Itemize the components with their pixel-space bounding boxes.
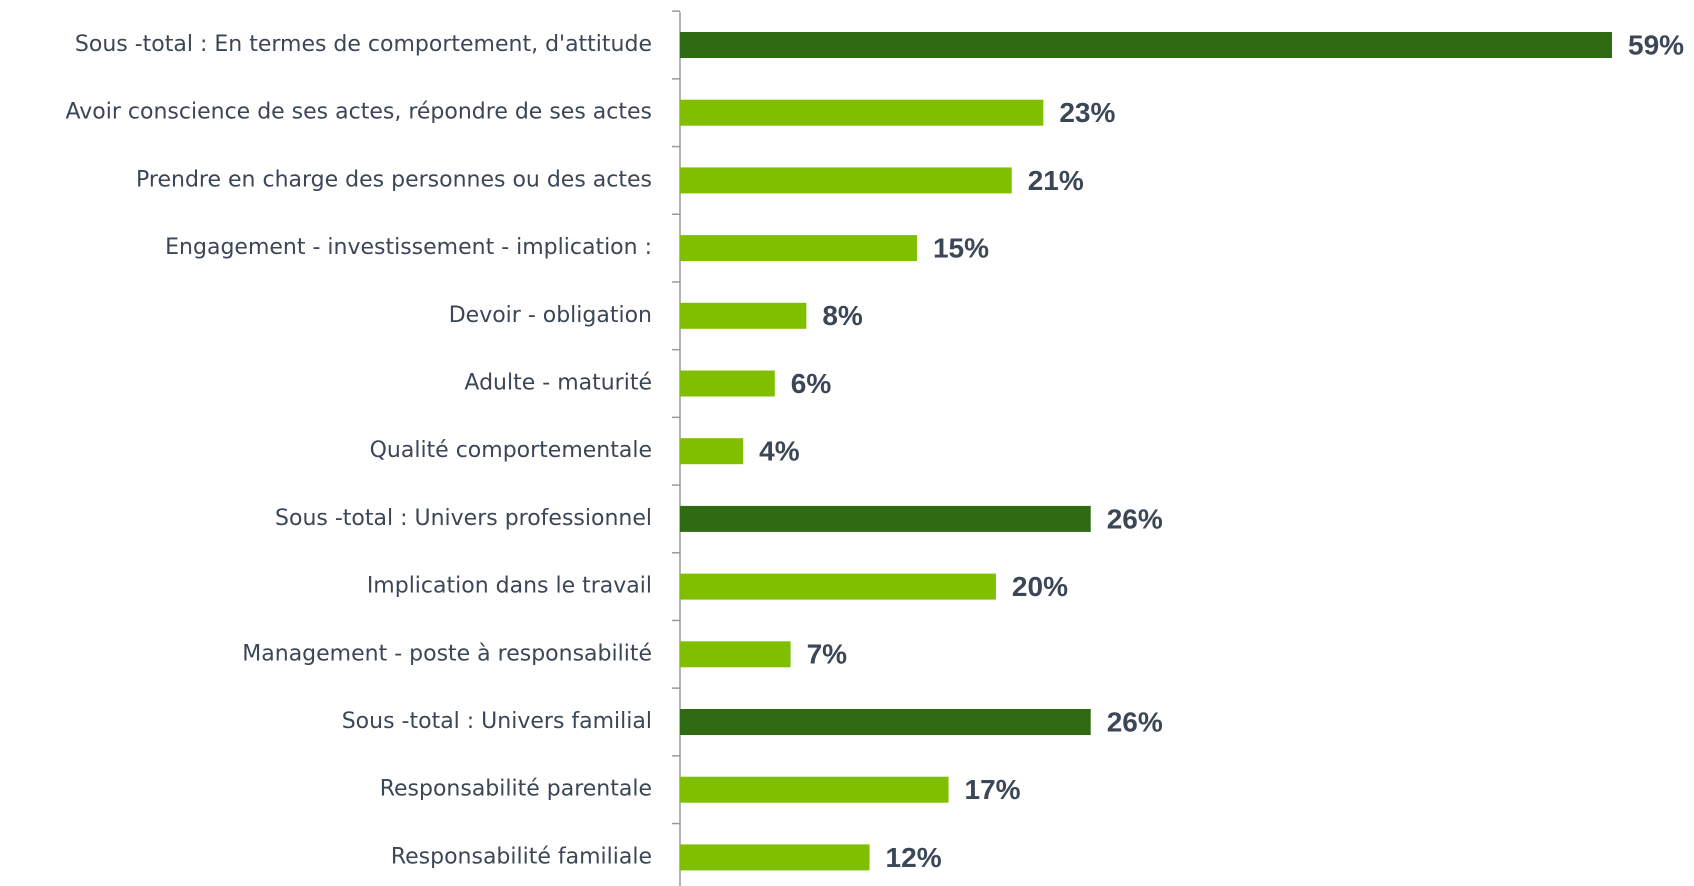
category-label: Responsabilité parentale xyxy=(380,777,652,802)
bar xyxy=(680,167,1012,194)
bar xyxy=(680,302,807,329)
bar xyxy=(680,776,949,803)
bar xyxy=(680,99,1044,126)
value-label: 26% xyxy=(1107,706,1163,737)
bar xyxy=(680,641,791,668)
category-label: Devoir - obligation xyxy=(449,303,652,328)
value-label: 17% xyxy=(965,774,1021,805)
value-label: 59% xyxy=(1628,29,1684,60)
category-label: Prendre en charge des personnes ou des a… xyxy=(136,167,652,192)
bar xyxy=(680,370,775,397)
value-label: 20% xyxy=(1012,571,1068,602)
bar xyxy=(680,573,996,600)
value-label: 7% xyxy=(807,639,848,670)
bar xyxy=(680,235,917,262)
category-label: Qualité comportementale xyxy=(370,438,652,463)
category-label: Sous -total : Univers professionnel xyxy=(275,506,652,531)
bar xyxy=(680,709,1091,735)
category-label: Implication dans le travail xyxy=(367,574,652,599)
value-label: 21% xyxy=(1028,165,1084,196)
value-label: 6% xyxy=(791,368,832,399)
category-label: Sous -total : En termes de comportement,… xyxy=(75,32,652,57)
bar xyxy=(680,438,744,465)
category-label: Responsabilité familiale xyxy=(391,844,652,869)
bar xyxy=(680,32,1612,58)
category-label: Sous -total : Univers familial xyxy=(342,709,652,734)
value-label: 12% xyxy=(886,842,942,873)
value-label: 23% xyxy=(1059,97,1115,128)
value-label: 4% xyxy=(759,436,800,467)
value-label: 15% xyxy=(933,232,989,263)
category-label: Avoir conscience de ses actes, répondre … xyxy=(66,100,652,125)
value-label: 26% xyxy=(1107,503,1163,534)
bar xyxy=(680,505,1091,532)
bar xyxy=(680,844,870,871)
category-label: Adulte - maturité xyxy=(464,371,652,396)
value-label: 8% xyxy=(822,300,863,331)
category-label: Management - poste à responsabilité xyxy=(242,641,652,666)
category-label: Engagement - investissement - implicatio… xyxy=(165,235,652,260)
